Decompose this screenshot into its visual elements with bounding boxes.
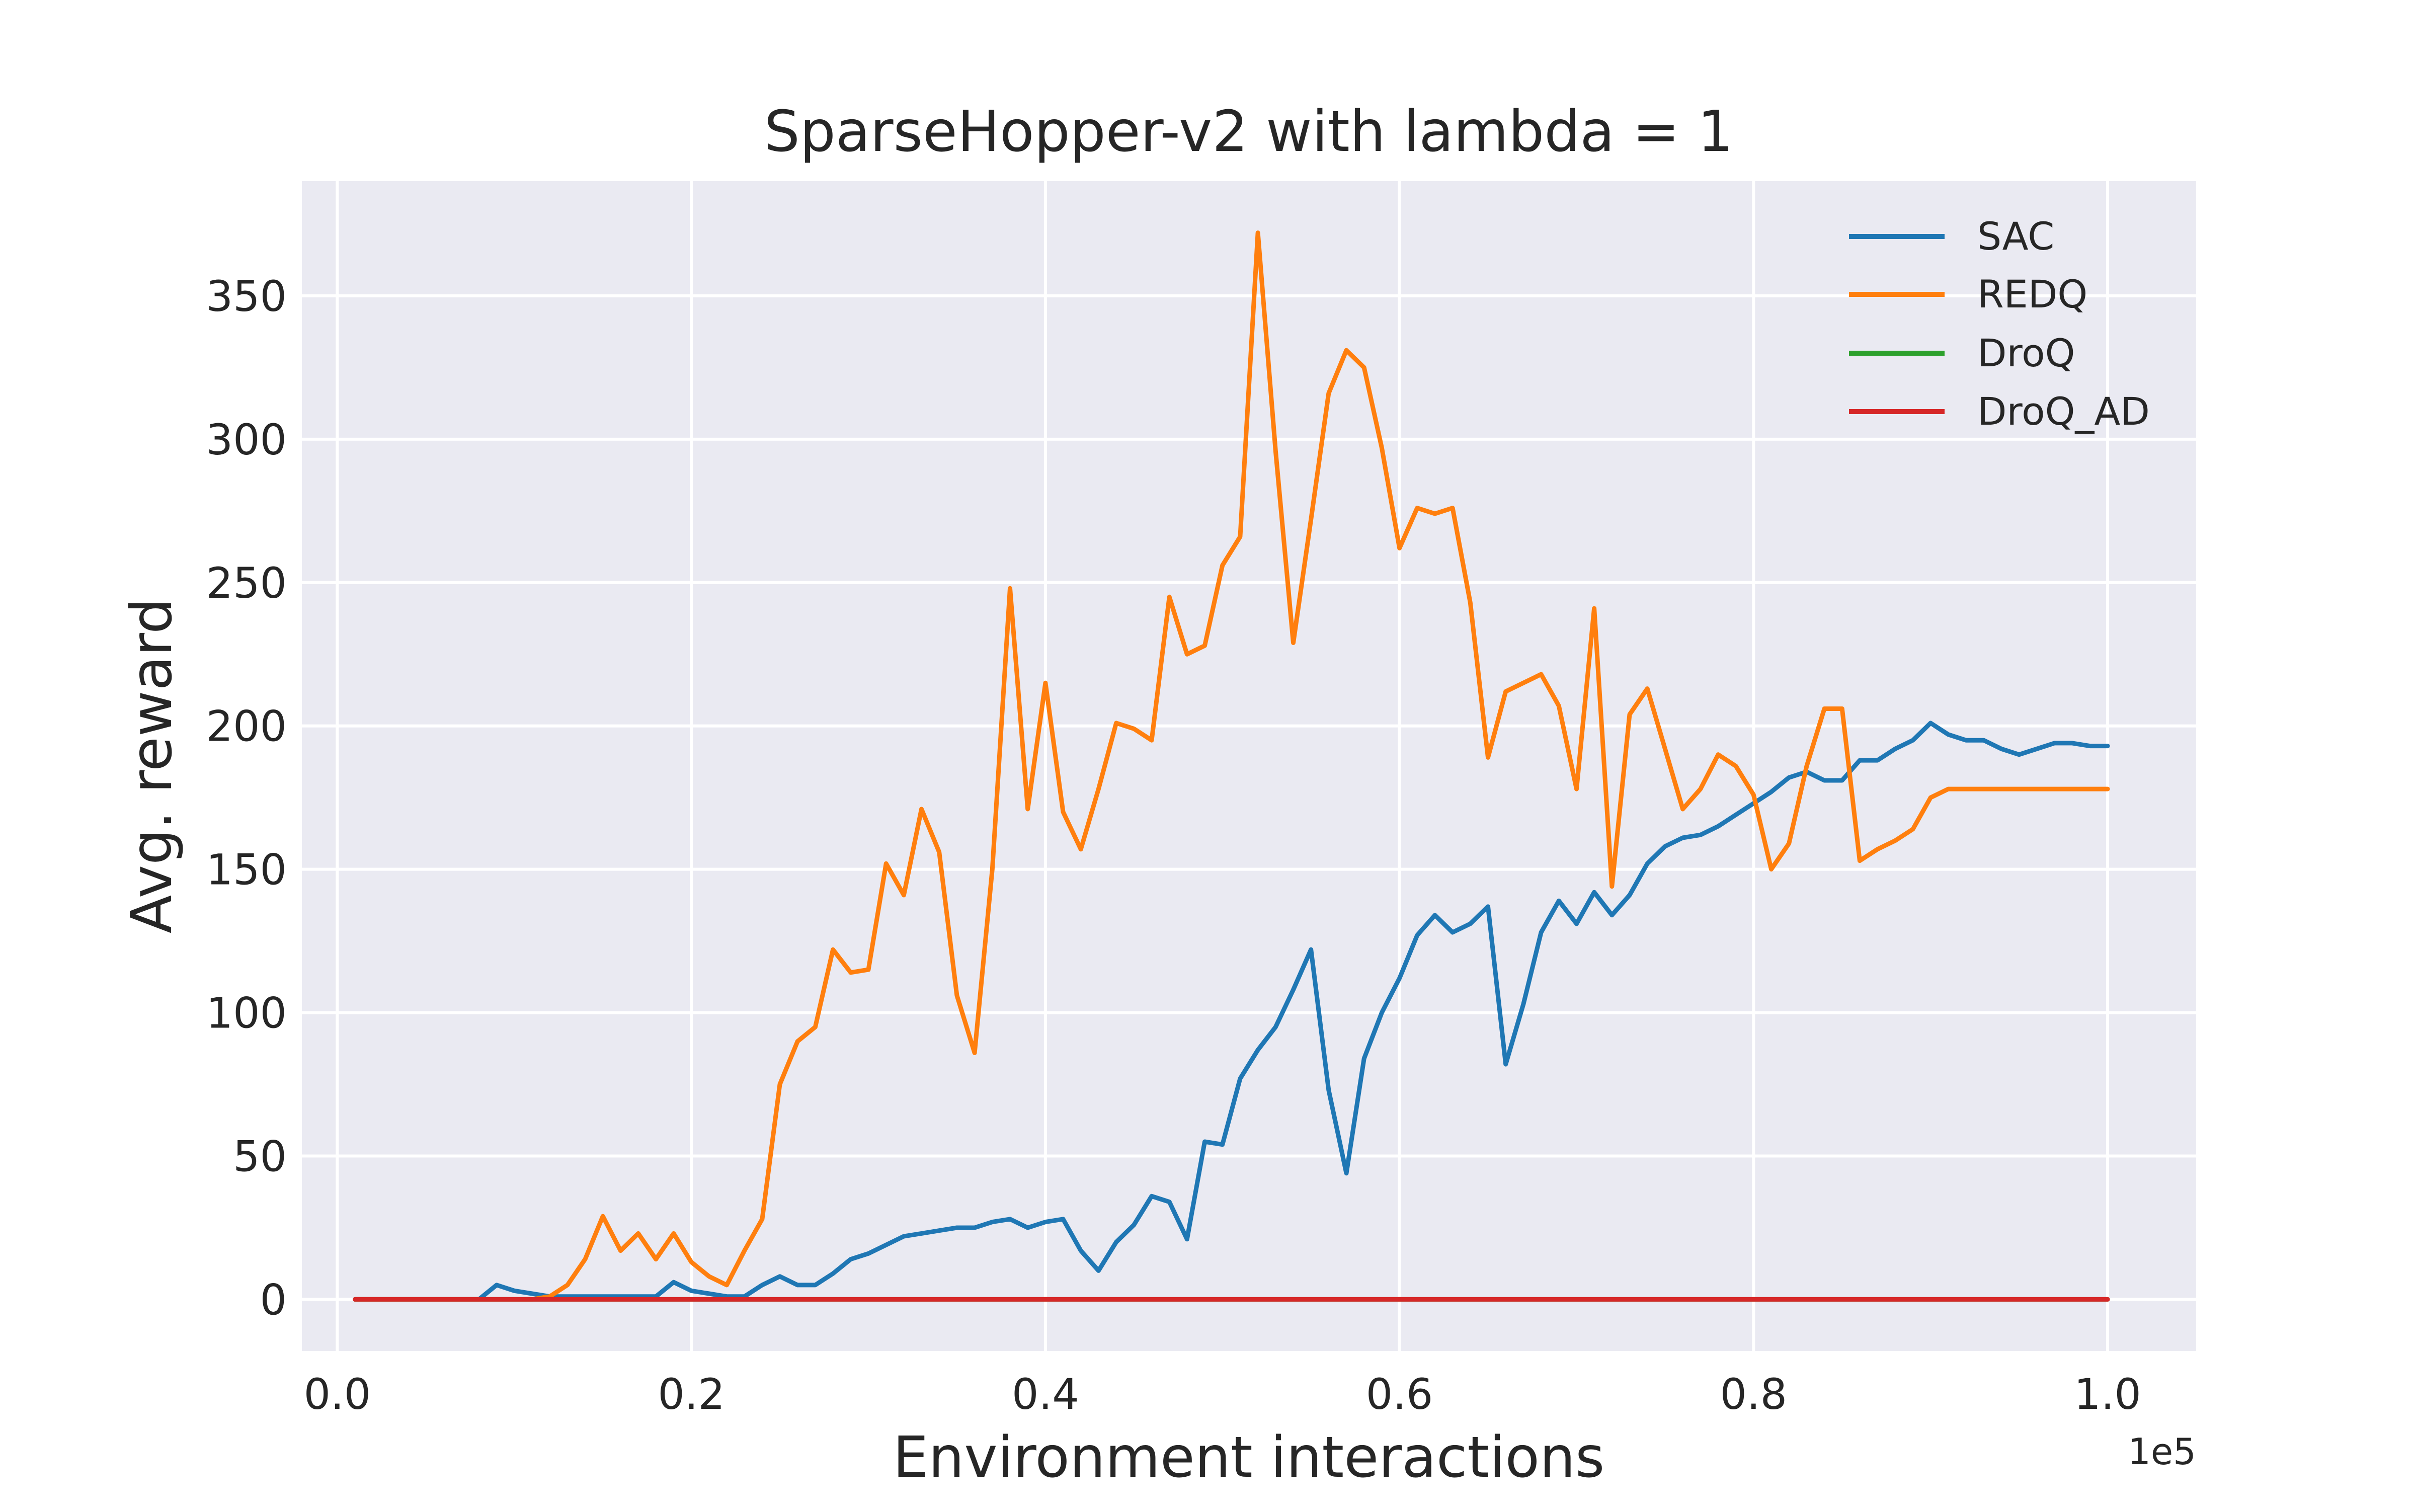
y-tick-label: 200 (206, 702, 287, 751)
x-tick-label: 0.4 (1012, 1370, 1079, 1419)
x-tick-label: 0.0 (304, 1370, 371, 1419)
x-axis-label: Environment interactions (893, 1425, 1605, 1490)
series-line-redq (353, 230, 2110, 1302)
legend-label-sac: SAC (1977, 214, 2054, 259)
y-tick-label: 0 (260, 1275, 287, 1324)
x-tick-label: 0.8 (1720, 1370, 1788, 1419)
tick-labels: 0.0 0.2 0.4 0.6 0.8 1.0 0 50 100 150 200 250 300 350 (206, 272, 2141, 1419)
y-axis-label: Avg. reward (119, 598, 185, 934)
legend-label-droq: DroQ (1977, 331, 2075, 375)
chart-title: SparseHopper-v2 with lambda = 1 (764, 99, 1734, 165)
y-tick-label: 300 (206, 415, 287, 464)
y-tick-label: 250 (206, 559, 287, 608)
legend-item: SAC (1849, 214, 2054, 259)
legend-label-redq: REDQ (1977, 272, 2087, 316)
x-tick-label: 0.2 (658, 1370, 725, 1419)
legend-item: DroQ (1849, 331, 2075, 375)
legend: SAC REDQ DroQ DroQ_AD (1849, 214, 2150, 434)
legend-item: DroQ_AD (1849, 389, 2150, 434)
series-line-sac (353, 721, 2110, 1302)
x-tick-label: 0.6 (1366, 1370, 1433, 1419)
y-tick-label: 100 (206, 989, 287, 1038)
y-tick-label: 350 (206, 272, 287, 321)
y-tick-label: 150 (206, 845, 287, 895)
y-tick-label: 50 (233, 1132, 287, 1181)
legend-label-droq-ad: DroQ_AD (1977, 389, 2150, 434)
series-lines (353, 230, 2110, 1302)
legend-item: REDQ (1849, 272, 2087, 316)
x-tick-label: 1.0 (2074, 1370, 2141, 1419)
x-axis-offset-label: 1e5 (2128, 1430, 2196, 1473)
grid (302, 181, 2196, 1351)
